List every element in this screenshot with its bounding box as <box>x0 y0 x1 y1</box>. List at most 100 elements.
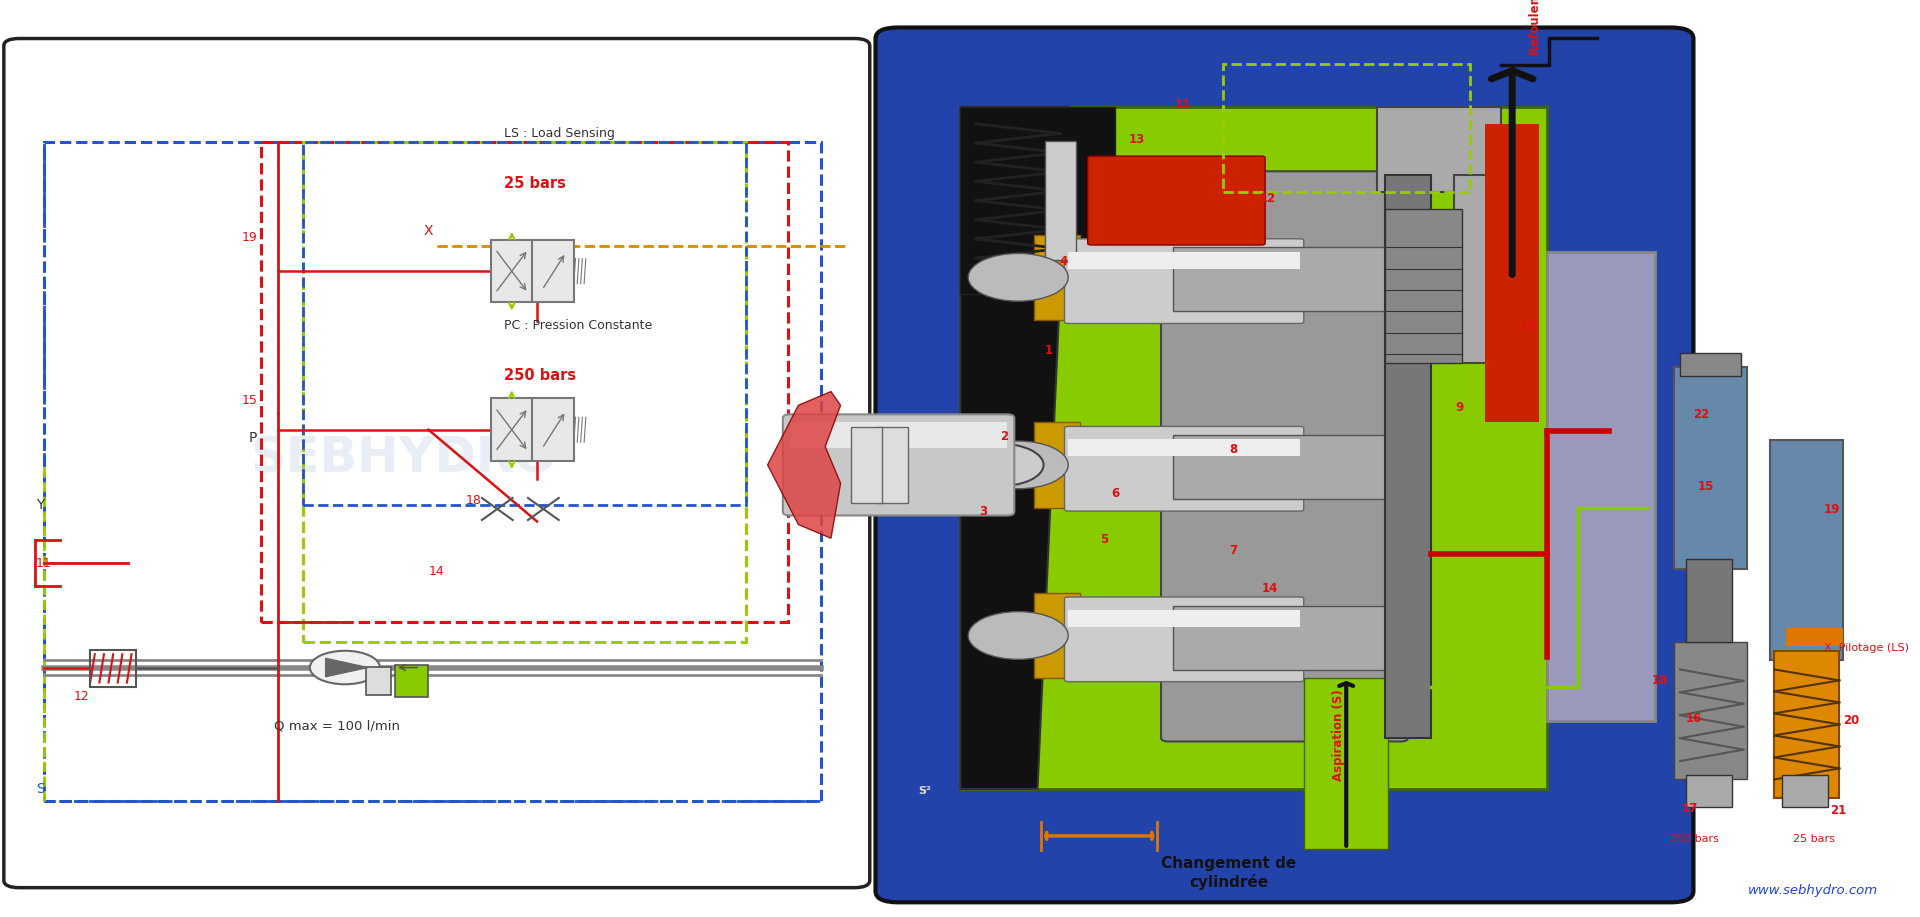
Bar <box>1786 628 1843 646</box>
Bar <box>1223 64 1469 192</box>
Bar <box>1044 141 1075 260</box>
Bar <box>1068 251 1300 269</box>
Bar <box>1384 175 1430 738</box>
Text: 11: 11 <box>36 557 52 569</box>
Bar <box>1486 124 1540 422</box>
Text: 19: 19 <box>242 231 257 244</box>
Bar <box>261 142 787 622</box>
Text: 1: 1 <box>1044 344 1052 357</box>
Text: LS : Load Sensing: LS : Load Sensing <box>503 127 614 140</box>
Circle shape <box>954 444 1044 486</box>
Text: Refoulement (P): Refoulement (P) <box>1530 0 1542 55</box>
Bar <box>303 142 745 504</box>
Text: 250 bars: 250 bars <box>1670 834 1718 844</box>
Bar <box>1674 367 1747 569</box>
Text: 250 bars: 250 bars <box>503 368 576 383</box>
Bar <box>1033 235 1079 320</box>
Text: www.sebhydro.com: www.sebhydro.com <box>1747 884 1878 897</box>
Text: 18: 18 <box>467 494 482 507</box>
Bar <box>492 398 532 461</box>
Bar <box>1173 435 1396 499</box>
Text: 19: 19 <box>1824 503 1841 516</box>
FancyBboxPatch shape <box>783 414 1014 515</box>
Text: 15: 15 <box>242 394 257 407</box>
Bar <box>44 142 822 801</box>
Bar <box>303 142 745 643</box>
Bar <box>960 106 1116 294</box>
Bar <box>1068 439 1300 457</box>
Bar <box>1686 775 1732 807</box>
Circle shape <box>968 253 1068 301</box>
Bar <box>1774 651 1839 798</box>
Text: 15: 15 <box>1697 480 1715 492</box>
Polygon shape <box>960 106 1068 789</box>
Bar <box>532 398 574 461</box>
Bar <box>791 422 1006 447</box>
Text: PC : Pression Constante: PC : Pression Constante <box>503 319 653 332</box>
Text: 4: 4 <box>1060 255 1068 268</box>
Text: 13: 13 <box>1129 133 1144 146</box>
FancyBboxPatch shape <box>1064 426 1304 511</box>
Bar <box>90 649 136 687</box>
FancyBboxPatch shape <box>876 28 1693 902</box>
Bar <box>1033 422 1079 508</box>
Bar <box>1770 440 1843 660</box>
Text: 14: 14 <box>428 565 444 578</box>
Text: 3: 3 <box>979 505 987 518</box>
Bar <box>532 240 574 303</box>
Text: 16: 16 <box>1686 713 1703 725</box>
Bar <box>396 665 428 697</box>
FancyBboxPatch shape <box>1064 238 1304 324</box>
FancyBboxPatch shape <box>1087 156 1265 245</box>
FancyBboxPatch shape <box>1064 597 1304 681</box>
Bar <box>960 106 1548 789</box>
Text: SEBHYDRO: SEBHYDRO <box>1146 422 1619 495</box>
Text: Q max = 100 l/min: Q max = 100 l/min <box>273 720 399 733</box>
Text: 9: 9 <box>1455 401 1463 414</box>
Bar <box>1304 679 1388 849</box>
Text: 5: 5 <box>1100 533 1108 546</box>
Bar <box>1033 592 1079 679</box>
Text: 17: 17 <box>1682 802 1697 815</box>
Text: S²: S² <box>918 787 931 796</box>
Bar <box>1674 642 1747 779</box>
Text: 10: 10 <box>1521 320 1536 333</box>
Bar <box>492 240 532 303</box>
Polygon shape <box>768 392 841 538</box>
Bar <box>1384 209 1461 362</box>
Bar <box>1782 775 1828 807</box>
Text: 22: 22 <box>1693 408 1709 421</box>
Circle shape <box>968 612 1068 659</box>
Text: P: P <box>250 431 257 445</box>
Circle shape <box>968 441 1068 489</box>
Text: 7: 7 <box>1229 544 1236 557</box>
Text: 25 bars: 25 bars <box>503 176 566 191</box>
Bar <box>1686 559 1732 642</box>
Text: 14: 14 <box>1261 582 1279 595</box>
Text: 21: 21 <box>1830 804 1845 817</box>
Bar <box>367 667 392 695</box>
Bar <box>1453 175 1501 362</box>
FancyBboxPatch shape <box>4 39 870 888</box>
Bar <box>1377 106 1501 192</box>
Text: 25 bars: 25 bars <box>1793 834 1836 844</box>
Text: Changement de
cylindrée: Changement de cylindrée <box>1162 856 1296 889</box>
Text: 11: 11 <box>1175 98 1190 111</box>
Bar <box>1173 248 1396 312</box>
Bar <box>1680 353 1741 376</box>
Text: SEBHYDRO: SEBHYDRO <box>250 435 557 482</box>
Text: 12: 12 <box>73 691 88 703</box>
Text: Y: Y <box>36 498 44 512</box>
Text: 18: 18 <box>1651 674 1668 687</box>
Text: 6: 6 <box>1112 487 1119 500</box>
Bar <box>877 426 908 503</box>
Polygon shape <box>326 658 369 677</box>
Text: S: S <box>36 781 44 796</box>
Text: 2: 2 <box>1000 430 1008 443</box>
Text: 8: 8 <box>1229 443 1236 456</box>
Bar <box>851 426 881 503</box>
Text: X  Pilotage (LS): X Pilotage (LS) <box>1824 644 1908 653</box>
Bar <box>1548 251 1655 721</box>
Text: 20: 20 <box>1843 714 1859 727</box>
Text: Aspiration (S): Aspiration (S) <box>1332 690 1344 781</box>
